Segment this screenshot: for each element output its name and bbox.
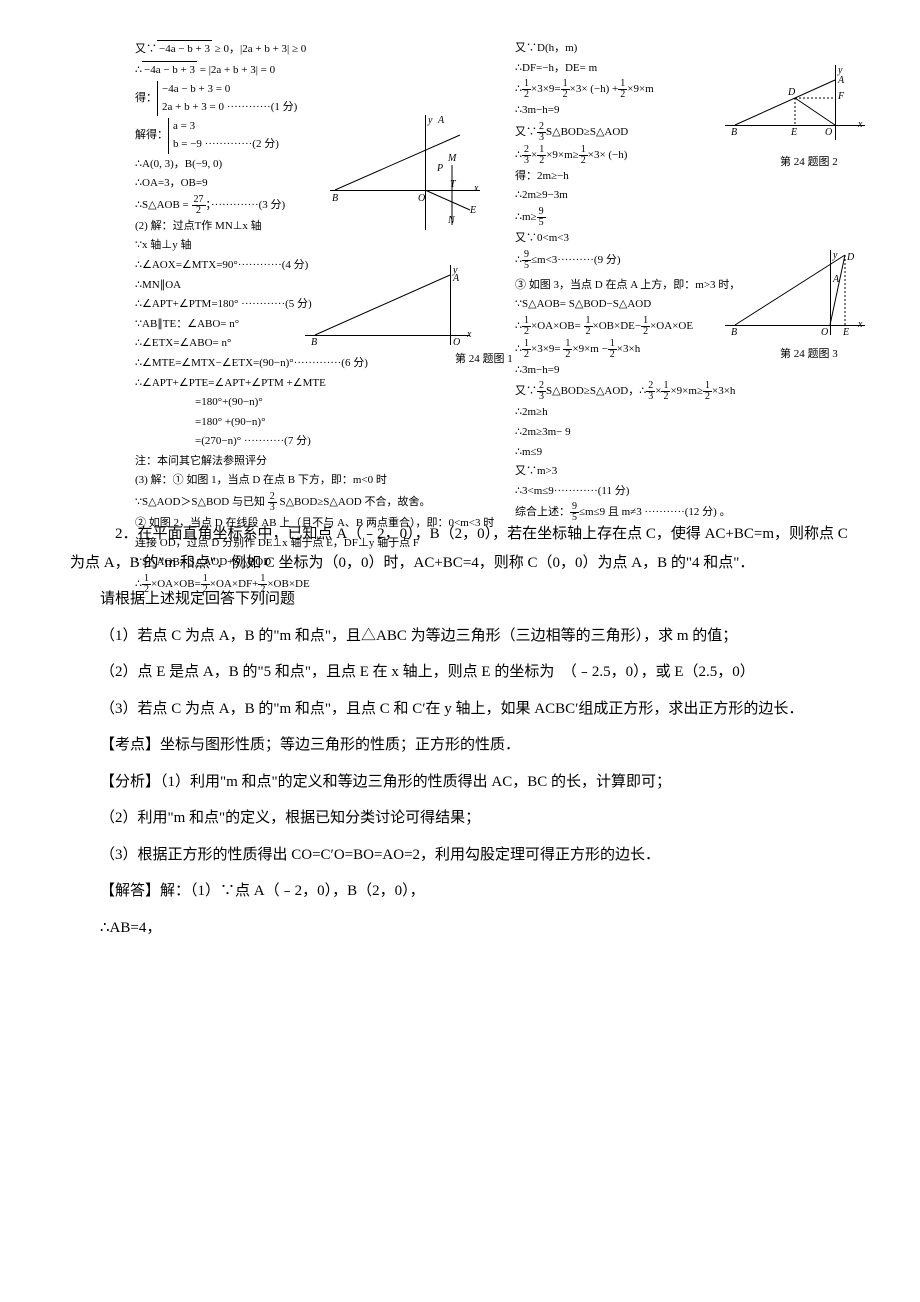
analysis-1: 【分析】（1）利用"m 和点"的定义和等边三角形的性质得出 AC，BC 的长，计… [70, 768, 850, 797]
t: −4a − b + 3 = 0 [162, 81, 297, 99]
t: 得：2m≥−h [515, 168, 835, 186]
t: ×9×m≥ [546, 149, 579, 161]
t: 得： [135, 92, 157, 104]
t: = |2a + b + 3| = 0 [197, 64, 275, 76]
t: ∴3<m≤9············(11 分) [515, 483, 835, 501]
t: ≥ 0，|2a + b + 3| ≥ 0 [212, 43, 306, 55]
t: 连接 OD，过点 D 分别作 DE⊥x 轴于点 E，DF⊥y 轴于点 F [135, 535, 455, 553]
sub-question-3: （3）若点 C 为点 A，B 的"m 和点"，且点 C 和 C′在 y 轴上，如… [70, 695, 850, 724]
t: 2a + b + 3 = 0 ············(1 分) [162, 99, 297, 117]
figure-caption: 第 24 题图 1 [455, 350, 513, 366]
t: ×3×9= [531, 83, 561, 95]
t: ≤m≤9 且 m≠3 ···········(12 分) 。 [579, 506, 731, 518]
t: b = −9 ·············(2 分) [173, 136, 279, 154]
t: ×OB×DE− [593, 320, 642, 332]
t: S△BOD≥S△AOD [546, 126, 628, 138]
t: 又∵0<m<3 [515, 230, 835, 248]
t: ∴3m−h=9 [515, 362, 835, 380]
t: 2 [258, 585, 267, 595]
diagram-right-top: y A B O x D E F [725, 65, 865, 145]
t: ≤m<3··········(9 分) [531, 254, 621, 266]
t: 2 [522, 90, 531, 100]
solution-image-region: 又∵−4a − b + 3 ≥ 0，|2a + b + 3| ≥ 0 ∴−4a … [70, 40, 850, 490]
t: ∴ [515, 83, 522, 95]
t: ×OA×DF+ [210, 578, 259, 590]
t: ×9×m≥ [670, 385, 703, 397]
t: ∴ [515, 149, 522, 161]
exam-points: 【考点】坐标与图形性质；等边三角形的性质；正方形的性质． [70, 731, 850, 760]
t: ∴m≤9 [515, 444, 835, 462]
t: ×OA×OB= [531, 320, 584, 332]
t: =180°+(90−n)° [135, 394, 455, 412]
sub-question-1: （1）若点 C 为点 A，B 的"m 和点"，且△ABC 为等边三角形（三边相等… [70, 622, 850, 651]
t: ② 如图 2，当点 D 在线段 AB 上（且不与 A、B 两点重合），即：0<m… [135, 515, 455, 533]
t: 综合上述： [515, 506, 570, 518]
t: 2 [192, 206, 206, 216]
t: ∴ [515, 343, 522, 355]
t: ×3×9= [531, 343, 563, 355]
t: S△BOD≥S△AOD，∴ [546, 385, 646, 397]
t: 又∵ [135, 43, 157, 55]
t: ∴∠MTE=∠MTX−∠ETX=(90−n)°·············(6 分… [135, 355, 455, 373]
t: ×3× (−h) + [570, 83, 619, 95]
t: ∵x 轴⊥y 轴 [135, 237, 455, 255]
t: ×3×h [712, 385, 735, 397]
t: 又∵m>3 [515, 463, 835, 481]
t: ∵S△AOB= S△AOD+S△BOD [135, 554, 455, 572]
t: a = 3 [173, 118, 279, 136]
diagram-right-bottom: y D A B O E x [725, 250, 865, 340]
t: ×9×m − [572, 343, 607, 355]
t: ∴∠APT+∠PTE=∠APT+∠PTM +∠MTE [135, 375, 455, 393]
t: 3 [537, 133, 546, 143]
diagram-left-top: y A B O x E M P T N [330, 115, 480, 230]
t: ∴S△AOB = [135, 199, 192, 211]
t: −4a − b + 3 [142, 61, 197, 80]
t: ×3× (−h) [588, 149, 628, 161]
t: ∴ [515, 254, 522, 266]
t: 注：本问其它解法参照评分 [135, 453, 455, 471]
t: ×OA×OE [650, 320, 693, 332]
t: ；·············(3 分) [206, 199, 286, 211]
t: 2 [142, 585, 151, 595]
t: ×OA×OB= [151, 578, 201, 590]
t: ×3×h [617, 343, 640, 355]
t: 又∵ [515, 385, 537, 397]
t: ×9×m [627, 83, 653, 95]
t: ×OB×DE [267, 578, 309, 590]
t: 解得： [135, 130, 168, 142]
t: 3 [268, 503, 277, 513]
t: 又∵ [515, 126, 537, 138]
t: =180° +(90−n)° [135, 414, 455, 432]
t: 2 [201, 585, 210, 595]
t: ∴ [135, 64, 142, 76]
t: ∴ [515, 320, 522, 332]
t: ∵S△AOD＞S△BOD 与已知 [135, 496, 268, 508]
analysis-3: （3）根据正方形的性质得出 CO=C′O=BO=AO=2，利用勾股定理可得正方形… [70, 841, 850, 870]
t: =(270−n)° ···········(7 分) [135, 433, 455, 451]
sub-question-2: （2）点 E 是点 A，B 的"5 和点"，且点 E 在 x 轴上，则点 E 的… [70, 658, 850, 687]
t: ∴ [135, 578, 142, 590]
t: ∴2m≥3m− 9 [515, 424, 835, 442]
figure-caption: 第 24 题图 2 [780, 153, 838, 169]
t: 又∵D(h，m) [515, 40, 835, 58]
figure-caption: 第 24 题图 3 [780, 345, 838, 361]
solution-line: ∴AB=4， [70, 914, 850, 943]
diagram-left-bottom: y A B O x [305, 265, 475, 350]
t: S△BOD≥S△AOD 不合，故舍。 [277, 496, 431, 508]
t: ∴m≥ [515, 211, 537, 223]
t: 5 [537, 218, 546, 228]
t: (3) 解：① 如图 1，当点 D 在点 B 下方，即：m<0 时 [135, 472, 455, 490]
t: −4a − b + 3 [157, 40, 212, 59]
solution-start: 【解答】解：（1）∵点 A（﹣2，0），B（2，0）， [70, 877, 850, 906]
t: ∴2m≥9−3m [515, 187, 835, 205]
analysis-2: （2）利用"m 和点"的定义，根据已知分类讨论可得结果； [70, 804, 850, 833]
t: ∴2m≥h [515, 404, 835, 422]
